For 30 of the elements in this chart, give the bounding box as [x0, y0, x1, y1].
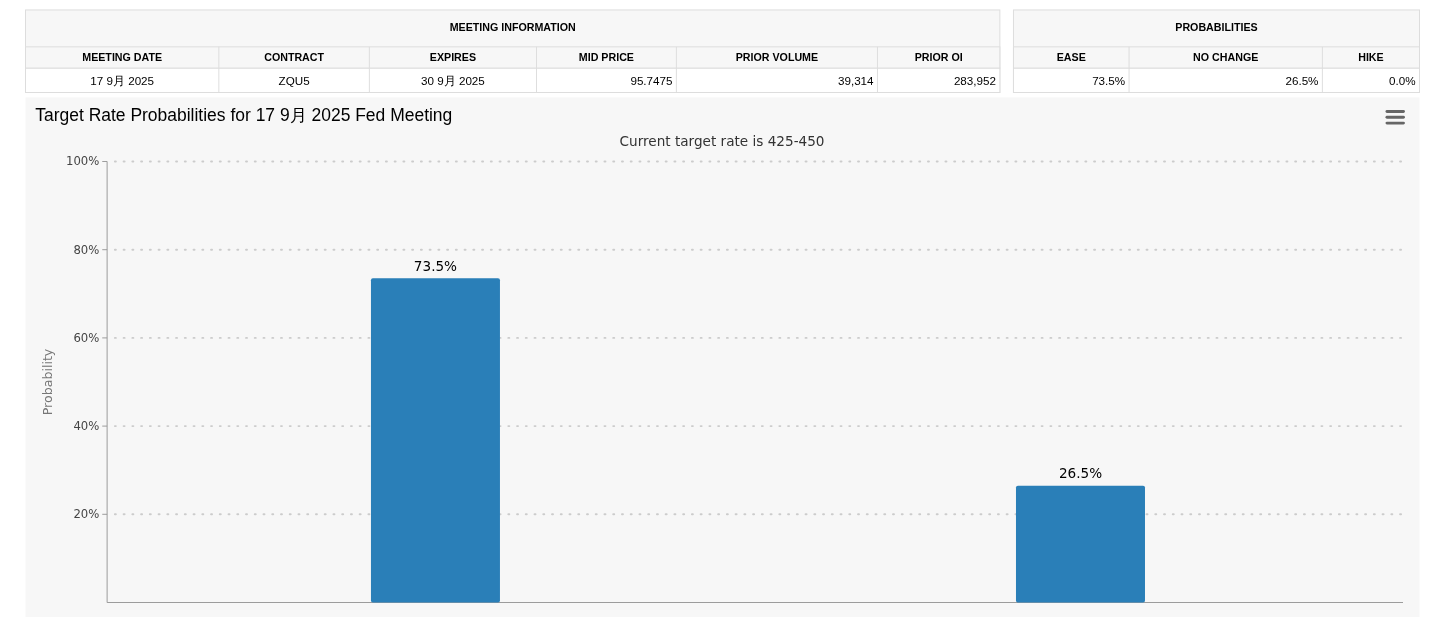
text: ZQU5 — [278, 73, 310, 87]
data-label: 26.5% — [1058, 464, 1103, 481]
y-tick-label: 100% — [66, 154, 100, 169]
text: 17 9月 2025 — [90, 73, 155, 87]
category-label: EASE — [1056, 51, 1086, 64]
y-axis-title: Probability — [39, 348, 55, 416]
chart-title: Target Rate Probabilities for 17 9月 2025 Fed Meeting — [35, 104, 453, 125]
category-label: MID PRICE — [578, 51, 635, 64]
category-label: CONTRACT — [264, 51, 325, 64]
chart-subtitle: Current target rate is 425-450 — [619, 132, 825, 149]
y-tick-label: 60% — [73, 330, 100, 345]
text: MEETING INFORMATION — [449, 21, 576, 34]
text: 283,952 — [953, 73, 996, 87]
category-label: NO CHANGE — [1193, 51, 1259, 64]
text: 0.0% — [1389, 73, 1416, 87]
y-tick-label: 20% — [73, 507, 100, 522]
text: 95.7475 — [630, 73, 673, 87]
data-label: 73.5% — [413, 257, 458, 274]
category-label: EXPIRES — [429, 51, 477, 64]
text: 39,314 — [837, 73, 875, 87]
text: 26.5% — [1285, 73, 1319, 87]
category-label: PRIOR VOLUME — [735, 51, 819, 64]
y-tick-label: 80% — [73, 242, 100, 257]
y-tick-label: 40% — [73, 418, 100, 433]
category-label: PRIOR OI — [914, 51, 963, 64]
category-label: MEETING DATE — [82, 51, 163, 64]
text: PROBABILITIES — [1175, 21, 1258, 34]
text: 73.5% — [1092, 73, 1126, 87]
category-label: HIKE — [1358, 51, 1384, 64]
text: 30 9月 2025 — [421, 73, 485, 87]
